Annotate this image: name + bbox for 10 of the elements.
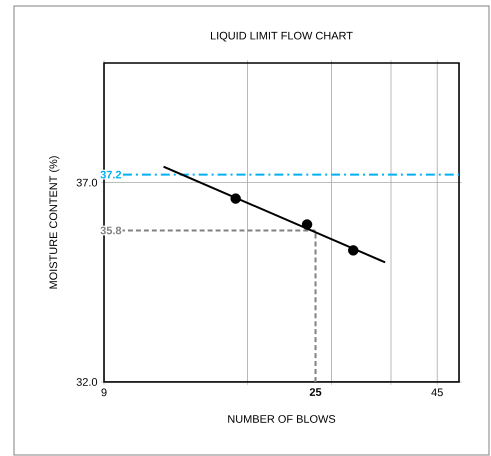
ref-line-label: 25 [310, 388, 322, 396]
y-tick-label: 37.0 [76, 178, 98, 186]
chart-title: LIQUID LIMIT FLOW CHART [210, 32, 353, 42]
y-tick-label: 32.0 [76, 378, 98, 386]
x-tick-label: 9 [101, 388, 107, 396]
x-tick-label: 45 [431, 388, 443, 396]
x-axis-title: NUMBER OF BLOWS [228, 415, 336, 423]
y-axis-title: MOISTURE CONTENT (%) [49, 156, 60, 289]
ref-line-label: 35.8 [100, 226, 122, 234]
ref-line-label: 37.2 [100, 170, 122, 179]
